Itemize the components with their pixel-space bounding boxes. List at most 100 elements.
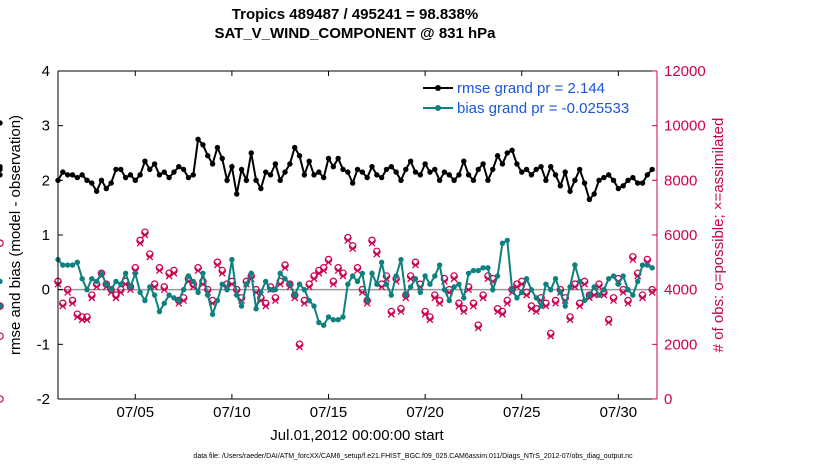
bias-point xyxy=(615,281,622,287)
rmse-point xyxy=(519,169,525,175)
bias-point xyxy=(224,286,230,293)
rmse-point xyxy=(359,169,366,175)
rmse-point xyxy=(523,166,530,173)
rmse-point xyxy=(267,172,274,178)
rmse-point xyxy=(345,169,351,175)
rmse-point xyxy=(374,172,380,178)
bias-point xyxy=(0,278,3,285)
obs-assimilated-point xyxy=(639,294,646,302)
rmse-point xyxy=(243,177,250,184)
bias-point xyxy=(557,289,564,296)
bias-point xyxy=(354,278,361,285)
y-tick-label-right: 10000 xyxy=(664,118,706,135)
bias-point xyxy=(432,273,438,279)
rmse-point xyxy=(282,169,288,175)
legend-bias-label: bias grand pr = -0.025533 xyxy=(457,100,629,117)
y-tick-label-left: -2 xyxy=(37,391,50,408)
obs-assimilated-point xyxy=(378,283,386,291)
bias-point xyxy=(330,317,337,323)
bias-point xyxy=(639,262,646,268)
bias-point xyxy=(122,270,129,276)
rmse-point xyxy=(84,177,90,184)
obs-assimilated-point xyxy=(426,316,434,324)
legend: rmse grand pr = 2.144 bias grand pr = -0… xyxy=(423,80,629,117)
legend-rmse-label: rmse grand pr = 2.144 xyxy=(457,80,605,97)
obs-possible-point xyxy=(0,332,4,340)
bias-series-line xyxy=(57,238,653,327)
bias-point xyxy=(234,292,240,298)
bias-point xyxy=(320,322,327,328)
obs-assimilated-point xyxy=(160,286,168,294)
obs-possible-point xyxy=(0,395,4,403)
bias-point xyxy=(282,276,288,282)
rmse-point xyxy=(634,180,641,186)
obs-assimilated-point xyxy=(610,297,617,305)
rmse-point xyxy=(572,177,578,184)
bias-point xyxy=(644,262,651,268)
obs-assimilated-point xyxy=(300,299,308,307)
bias-point xyxy=(369,270,375,276)
obs-assimilated-point xyxy=(83,316,91,324)
rmse-point xyxy=(349,180,356,186)
bias-point xyxy=(649,265,655,271)
rmse-point xyxy=(567,188,573,194)
bias-point xyxy=(572,262,578,268)
bias-point xyxy=(494,273,501,279)
obs-assimilated-point xyxy=(513,283,521,291)
rmse-point xyxy=(127,172,134,178)
rmse-point xyxy=(185,174,192,181)
rmse-point xyxy=(586,196,593,203)
rmse-point xyxy=(514,161,520,167)
rmse-point xyxy=(205,153,211,159)
bias-point xyxy=(253,306,259,312)
rmse-point xyxy=(118,166,124,173)
obs-assimilated-point xyxy=(474,324,482,332)
bias-point xyxy=(634,278,641,285)
bias-point xyxy=(485,265,491,271)
rmse-point xyxy=(639,180,646,186)
bias-point xyxy=(200,270,206,276)
rmse-point xyxy=(475,166,481,173)
rmse-point xyxy=(596,177,602,184)
bias-point xyxy=(219,281,225,287)
y-axis-label-right: # of obs: o=possible; ×=assimilated xyxy=(710,118,727,353)
x-tick-label: 07/30 xyxy=(600,404,638,421)
obs-assimilated-point xyxy=(59,302,67,310)
bias-point xyxy=(306,297,312,304)
y-tick-label-left: 2 xyxy=(42,172,50,189)
obs-assimilated-point xyxy=(407,275,415,283)
obs-assimilated-point xyxy=(344,237,352,244)
rmse-point xyxy=(441,169,448,175)
rmse-point xyxy=(98,177,105,184)
bias-point xyxy=(407,284,414,290)
bias-point xyxy=(475,267,481,274)
rmse-point xyxy=(306,158,312,164)
obs-assimilated-point xyxy=(320,267,328,274)
bias-point xyxy=(176,297,182,304)
obs-assimilated-point xyxy=(479,294,487,302)
bias-point xyxy=(84,286,90,293)
rmse-point xyxy=(465,172,472,178)
obs-assimilated-point xyxy=(310,275,318,283)
rmse-point xyxy=(248,150,254,156)
bias-point xyxy=(180,286,187,293)
obs-assimilated-point xyxy=(151,283,159,291)
bias-point xyxy=(378,259,385,266)
rmse-point xyxy=(610,177,617,184)
rmse-point xyxy=(548,163,554,170)
bias-point xyxy=(427,281,433,287)
y-tick-label-left: 4 xyxy=(42,63,50,80)
obs-assimilated-point xyxy=(358,288,366,296)
bias-point xyxy=(0,303,3,309)
obs-assimilated-point xyxy=(450,275,458,283)
bias-point xyxy=(243,281,250,287)
bias-point xyxy=(69,262,76,268)
obs-assimilated-point xyxy=(595,283,603,291)
bias-point xyxy=(142,297,148,304)
obs-assimilated-point xyxy=(455,302,463,310)
rmse-point xyxy=(161,169,167,175)
obs-assimilated-point xyxy=(271,297,279,305)
obs-assimilated-point xyxy=(339,272,347,280)
rmse-point xyxy=(378,174,385,181)
rmse-point xyxy=(238,166,245,173)
